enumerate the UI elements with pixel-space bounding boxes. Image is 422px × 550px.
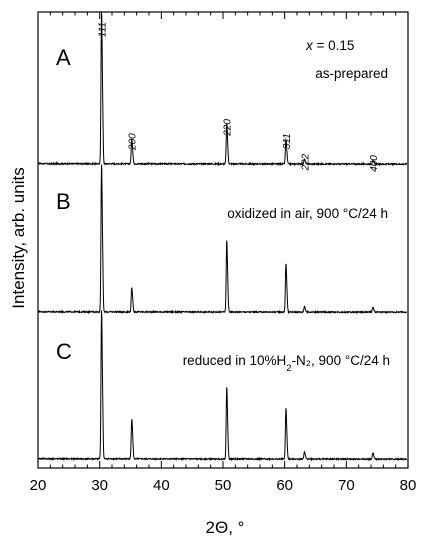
- x-axis-tick-labels: 20 30 40 50 60 70 80: [30, 477, 417, 494]
- peak-label: 200: [128, 133, 139, 151]
- panel-condition: reduced in 10%H2-N₂, 900 °C/24 h: [183, 353, 390, 374]
- x-tick-label: 40: [153, 477, 170, 494]
- composition-var: x: [305, 38, 314, 53]
- x-tick-label: 70: [338, 477, 355, 494]
- condition-text-rest: -N₂, 900 °C/24 h: [292, 353, 390, 368]
- x-tick-label: 20: [30, 477, 47, 494]
- panel-condition: as-prepared: [315, 66, 388, 81]
- condition-text: reduced in 10%H: [183, 353, 287, 368]
- composition-value: = 0.15: [313, 38, 355, 53]
- panel-letter: A: [56, 45, 71, 70]
- peak-labels: 111 200 220 311 222 400: [98, 22, 380, 172]
- trace-a: [38, 11, 408, 167]
- panel-letter: B: [56, 189, 71, 214]
- peak-label: 111: [98, 22, 109, 37]
- x-tick-label: 80: [400, 477, 417, 494]
- trace-b: [38, 164, 407, 315]
- x-axis-ticks: [37, 12, 409, 468]
- panel-labels: Aas-prepared B oxidized in air, 900 °C/24 …: [56, 45, 390, 374]
- x-tick-label: 60: [276, 477, 293, 494]
- x-tick-label: 30: [91, 477, 108, 494]
- condition-subscript: 2: [286, 363, 291, 374]
- panel-condition: oxidized in air, 900 °C/24 h: [227, 206, 388, 221]
- peak-label: 220: [223, 119, 234, 137]
- peak-label: 400: [369, 155, 380, 172]
- peak-label: 311: [282, 133, 293, 149]
- condition-text: as-prepared: [315, 66, 388, 81]
- x-tick-label: 50: [215, 477, 232, 494]
- peak-label: 222: [300, 153, 311, 171]
- trace-c: [38, 310, 408, 462]
- condition-text: oxidized in air, 900 °C/24 h: [227, 206, 388, 221]
- composition-label: x = 0.15: [305, 38, 354, 53]
- y-axis-title: Intensity, arb. units: [9, 167, 28, 308]
- x-axis-title: 2Θ, °: [206, 518, 245, 537]
- diffraction-traces: [38, 11, 408, 462]
- panel-letter: C: [56, 339, 72, 364]
